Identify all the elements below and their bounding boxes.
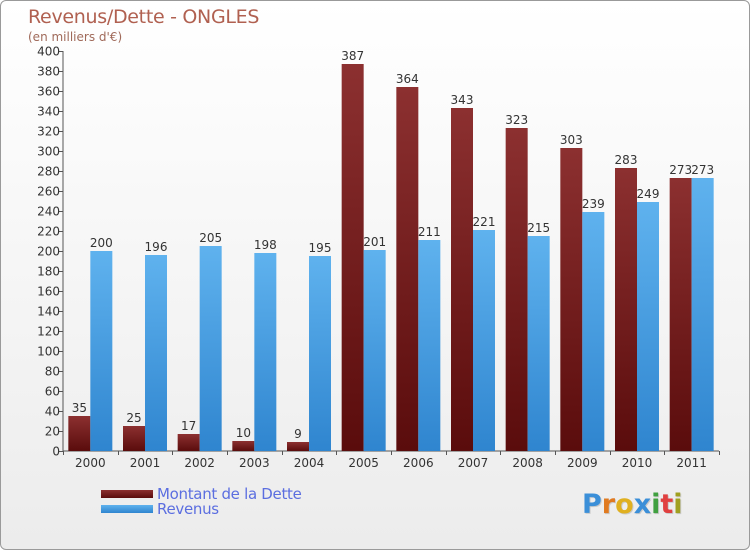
data-label: 343 [451,93,474,107]
bar-debt-2009 [560,148,583,451]
y-tick-label: 400 [37,45,60,59]
bar-debt-2008 [505,128,528,451]
y-tick-label: 200 [37,245,60,259]
y-tick-label: 300 [37,145,60,159]
y-tick-label: 20 [45,425,60,439]
x-tick-label: 2011 [676,456,707,470]
data-label: 195 [309,241,332,255]
bar-debt-2001 [123,426,145,451]
x-tick-label: 2005 [348,456,379,470]
bar-revenus-2009 [582,212,605,451]
data-label: 273 [691,163,714,177]
data-label: 273 [669,163,692,177]
y-tick-label: 140 [37,305,60,319]
legend-swatch-debt [101,490,153,498]
x-tick-label: 2010 [622,456,653,470]
data-label: 35 [72,401,87,415]
bar-revenus-2004 [309,256,331,451]
chart-title: Revenus/Dette - ONGLES [28,6,260,28]
y-tick-label: 360 [37,85,60,99]
data-label: 303 [560,133,583,147]
data-label: 205 [199,231,222,245]
bar-revenus-2001 [145,255,167,451]
chart-subtitle: (en milliers d'€) [28,30,123,44]
bar-revenus-2008 [527,236,550,451]
legend-label-debt: Montant de la Dette [157,485,302,503]
y-tick-label: 60 [45,385,60,399]
data-label: 283 [615,153,638,167]
data-label: 364 [396,72,419,86]
x-tick-label: 2006 [403,456,434,470]
x-tick-label: 2001 [130,456,161,470]
y-tick-label: 100 [37,345,60,359]
bar-debt-2004 [287,442,309,451]
bar-revenus-2007 [473,230,495,451]
bar-revenus-2003 [254,253,277,451]
logo-letter: o [615,489,634,520]
x-tick-label: 2009 [567,456,598,470]
y-tick-label: 280 [37,165,60,179]
x-tick-label: 2004 [294,456,325,470]
bar-revenus-2005 [363,250,386,451]
bar-debt-2007 [451,108,473,451]
x-tick-label: 2003 [239,456,270,470]
x-tick-label: 2002 [184,456,215,470]
bar-revenus-2010 [637,202,659,451]
bar-debt-2005 [341,64,364,451]
y-tick-label: 240 [37,205,60,219]
x-tick-label: 2008 [512,456,543,470]
bar-revenus-2002 [199,246,222,451]
data-label: 200 [90,236,113,250]
data-label: 198 [254,238,277,252]
bar-debt-2011 [669,178,692,451]
data-label: 9 [294,427,302,441]
legend-swatch-revenus [101,505,153,513]
logo-letter: x [633,489,652,520]
y-tick-label: 220 [37,225,60,239]
logo-letter: P [582,489,602,520]
bar-debt-2000 [68,416,91,451]
logo-letter: t [660,489,674,520]
bar-debt-2002 [177,434,200,451]
bar-debt-2006 [396,87,419,451]
y-tick-label: 160 [37,285,60,299]
legend-label-revenus: Revenus [157,500,219,518]
y-tick-label: 0 [52,445,60,459]
data-label: 387 [341,49,364,63]
data-label: 215 [527,221,550,235]
y-tick-label: 320 [37,125,60,139]
logo-letter: i [651,489,661,520]
data-label: 25 [126,411,141,425]
bar-revenus-2011 [691,178,714,451]
bar-revenus-2000 [90,251,113,451]
y-tick-label: 120 [37,325,60,339]
y-tick-label: 340 [37,105,60,119]
data-label: 221 [473,215,496,229]
data-label: 239 [582,197,605,211]
y-tick-label: 260 [37,185,60,199]
proxiti-logo: Proxiti [582,489,683,520]
data-label: 196 [145,240,168,254]
data-label: 10 [236,426,251,440]
data-label: 323 [505,113,528,127]
data-label: 211 [418,225,441,239]
bar-debt-2010 [615,168,637,451]
data-label: 17 [181,419,196,433]
x-tick-label: 2000 [75,456,106,470]
y-tick-label: 380 [37,65,60,79]
x-tick-label: 2007 [458,456,489,470]
bar-debt-2003 [232,441,255,451]
bar-revenus-2006 [418,240,441,451]
data-label: 201 [363,235,386,249]
y-tick-label: 80 [45,365,60,379]
y-tick-label: 180 [37,265,60,279]
data-label: 249 [637,187,660,201]
logo-letter: i [673,489,683,520]
logo-letter: r [601,489,616,520]
y-tick-label: 40 [45,405,60,419]
